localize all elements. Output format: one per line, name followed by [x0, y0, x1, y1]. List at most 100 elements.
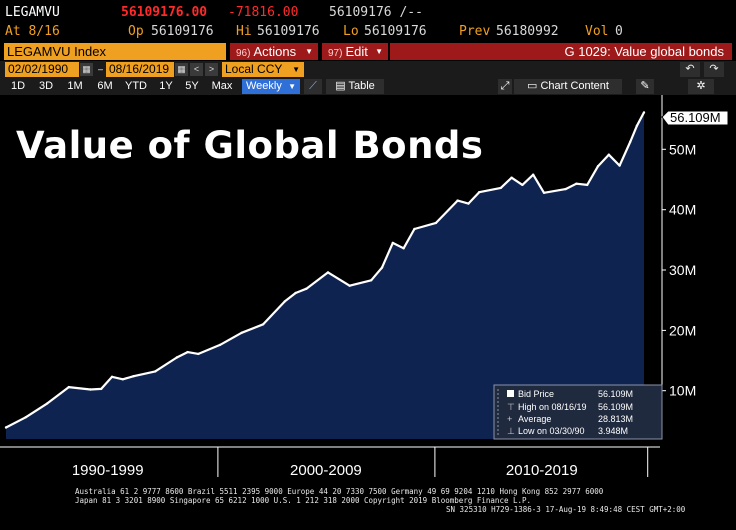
legend-high-value: 56.109M [598, 402, 633, 412]
data-point [642, 111, 646, 114]
edit-chart-icon[interactable]: ✎ [636, 79, 654, 94]
data-point [132, 375, 135, 378]
legend-box[interactable]: Bid Price 56.109M ⊤ High on 08/16/19 56.… [493, 384, 663, 440]
table-icon: ▤ [335, 80, 349, 92]
footer-session: SN 325310 H729-1386-3 17-Aug-19 8:49:48 … [446, 505, 686, 514]
period-5y[interactable]: 5Y [185, 80, 199, 92]
bid-ask: 56109176 /-- [329, 5, 423, 20]
actions-menu-button[interactable]: 96) Actions ▼ [230, 43, 318, 60]
data-point [635, 124, 639, 127]
data-point [67, 385, 71, 389]
period-max[interactable]: Max [211, 80, 233, 92]
x-tick-label: 1990-1999 [72, 462, 144, 479]
period-ytd[interactable]: YTD [125, 80, 147, 92]
security-field[interactable]: LEGAMVU Index [4, 43, 226, 60]
frequency-select-value: Weekly [246, 80, 282, 92]
edit-caret-icon: ▼ [375, 47, 383, 56]
edit-menu-button[interactable]: 97) Edit ▼ [322, 43, 388, 60]
current-value-tag [661, 110, 729, 126]
edit-menu-number: 97) [328, 48, 343, 59]
line-chart-icon[interactable]: ⟋ [304, 79, 322, 94]
legend-average-label: Average [518, 414, 551, 424]
expand-icon[interactable]: ⤢ [498, 79, 512, 94]
data-point [197, 352, 200, 356]
chart-content-icon: ▭ [527, 80, 541, 92]
legend-average-icon: + [507, 414, 512, 424]
current-value-marker: 56.109M [661, 110, 729, 126]
currency-caret-icon: ▼ [292, 65, 300, 74]
legend-low-label: Low on 03/30/90 [518, 426, 585, 436]
legend-low-value: 3.948M [598, 426, 628, 436]
currency-select[interactable]: Local CCY ▼ [222, 62, 304, 77]
table-button[interactable]: ▤ Table [326, 79, 384, 94]
data-point [521, 183, 524, 187]
data-point [326, 271, 330, 274]
ticker[interactable]: LEGAMVU [5, 5, 60, 20]
x-axis: 1990-1999 2000-2009 2010-2019 [0, 446, 660, 479]
high-label: Hi [236, 24, 252, 39]
period-1y[interactable]: 1Y [159, 80, 173, 92]
currency-select-value: Local CCY [225, 62, 283, 76]
actions-menu-label: Actions [253, 44, 297, 59]
end-calendar-icon[interactable]: ▦ [175, 63, 188, 76]
low-value: 56109176 [364, 24, 427, 39]
function-title: G 1029: Value global bonds [390, 43, 732, 60]
data-point [434, 221, 438, 225]
current-value-label: 56.109M [670, 110, 721, 125]
series-line-bid-price [5, 111, 645, 429]
data-point [175, 356, 178, 359]
start-calendar-icon[interactable]: ▦ [80, 63, 93, 76]
data-point [110, 375, 114, 378]
data-point [186, 350, 189, 354]
period-1d[interactable]: 1D [10, 80, 26, 92]
open-label: Op [128, 24, 144, 39]
data-points [4, 111, 646, 429]
data-point [305, 287, 308, 290]
data-point [532, 173, 535, 176]
data-point [283, 300, 286, 303]
volume-value: 0 [615, 24, 623, 39]
frequency-caret-icon: ▼ [288, 82, 296, 91]
actions-caret-icon: ▼ [305, 47, 313, 56]
period-3d[interactable]: 3D [38, 80, 54, 92]
chart-content-button[interactable]: ▭ Chart Content [514, 79, 622, 94]
period-6m[interactable]: 6M [97, 80, 113, 92]
data-point [586, 183, 589, 187]
data-point [24, 416, 27, 419]
high-value: 56109176 [257, 24, 320, 39]
data-point [370, 279, 373, 282]
footer-contacts-copyright: Japan 81 3 3201 8900 Singapore 65 6212 1… [75, 496, 532, 505]
data-point [542, 191, 546, 194]
y-tick-label: 40M [669, 202, 696, 218]
data-point [510, 176, 513, 179]
data-point [46, 402, 49, 405]
data-point [218, 343, 222, 347]
scroll-right-icon[interactable]: > [205, 63, 218, 76]
legend-low-icon: ⊥ [507, 426, 515, 436]
prev-value: 56180992 [496, 24, 559, 39]
start-date-field[interactable]: 02/02/1990 [5, 62, 79, 77]
end-date-field[interactable]: 08/16/2019 [106, 62, 174, 77]
y-tick-label: 30M [669, 262, 696, 278]
frequency-select[interactable]: Weekly ▼ [242, 79, 300, 94]
period-1m[interactable]: 1M [67, 80, 83, 92]
data-point [380, 266, 384, 269]
data-point [391, 241, 394, 245]
data-point [629, 140, 632, 143]
open-value: 56109176 [151, 24, 214, 39]
undo-button[interactable]: ↶ [680, 62, 700, 77]
y-axis: 10M 20M 30M 40M 50M [661, 95, 696, 439]
scroll-left-icon[interactable]: < [190, 63, 203, 76]
data-point [575, 182, 578, 185]
actions-menu-number: 96) [236, 48, 251, 59]
redo-button[interactable]: ↷ [704, 62, 724, 77]
y-tick-label: 50M [669, 141, 696, 157]
data-point [413, 227, 416, 231]
bid-price-swatch [507, 390, 514, 397]
settings-gear-icon[interactable]: ✲ [688, 79, 714, 94]
data-point [100, 387, 103, 391]
volume-label: Vol [585, 24, 609, 39]
as-of-date: At 8/16 [5, 24, 60, 39]
legend-background [493, 384, 663, 440]
low-label: Lo [343, 24, 359, 39]
